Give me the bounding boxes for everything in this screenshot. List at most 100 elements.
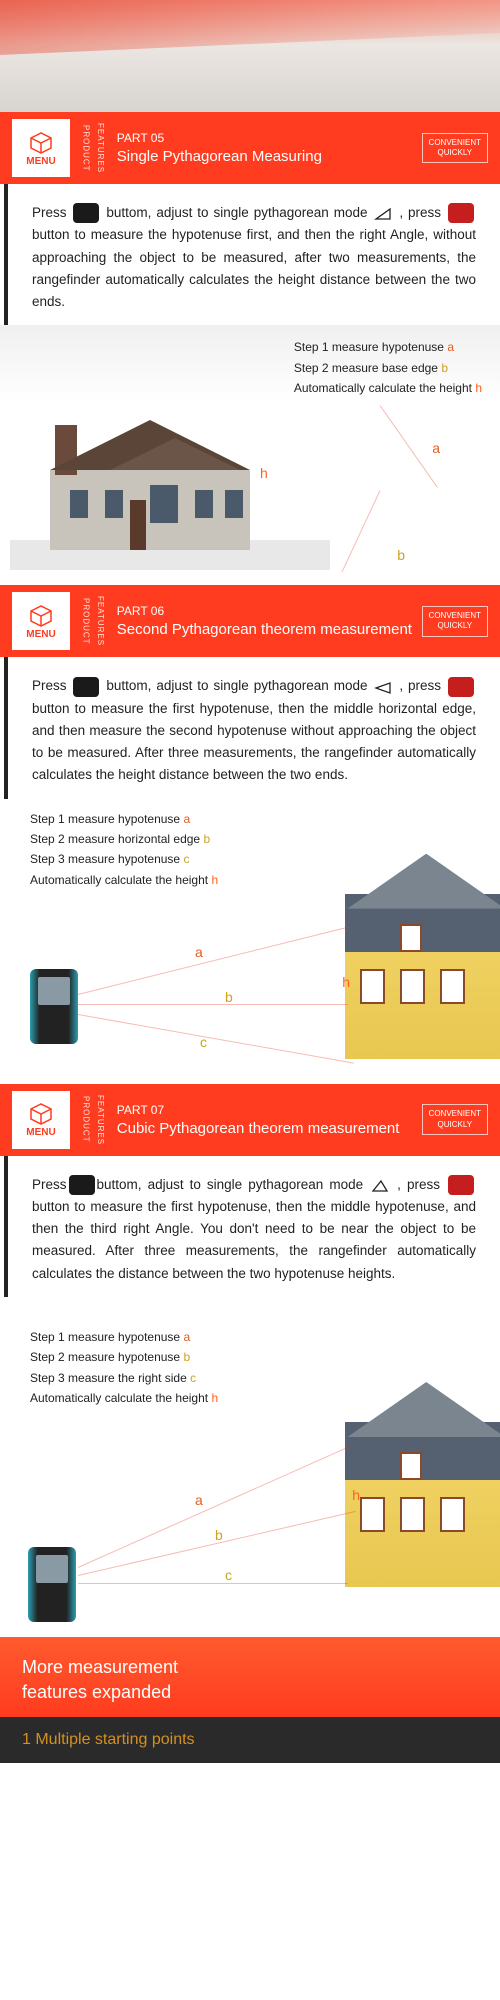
laser-b (78, 1511, 356, 1576)
header-titles: PART 06 Second Pythagorean theorem measu… (109, 604, 422, 638)
window (360, 1497, 385, 1532)
menu-box: MENU (12, 592, 70, 650)
cube-icon (27, 130, 55, 154)
triangle-icon (371, 1178, 389, 1192)
rangefinder-device (28, 1547, 76, 1622)
cube-icon (27, 1101, 55, 1125)
device-screen (36, 1555, 68, 1583)
section-header: MENU PRODUCT FEATURES PART 05 Single Pyt… (0, 112, 500, 184)
steps-list: Step 1 measure hypotenuse aStep 2 measur… (30, 809, 218, 891)
step-letter: c (190, 1371, 196, 1385)
step-letter: b (183, 1350, 190, 1364)
label-b: b (397, 547, 405, 563)
step-letter: a (183, 1330, 190, 1344)
laser-b (78, 1004, 348, 1005)
part-label: PART 05 (117, 131, 422, 145)
step-letter: a (447, 340, 454, 354)
convenient-badge: CONVENIENTQUICKLY (422, 1104, 488, 1135)
label-a: a (195, 1492, 203, 1508)
section-title: Cubic Pythagorean theorem measurement (117, 1120, 422, 1137)
label-h: h (260, 465, 268, 481)
menu-label: MENU (26, 629, 55, 640)
step-letter: a (183, 812, 190, 826)
window (400, 1452, 422, 1480)
step-item: Step 1 measure hypotenuse a (30, 1327, 218, 1347)
vertical-label-1: PRODUCT (80, 598, 90, 645)
instruction-text: Pressbuttom, adjust to single pythagorea… (4, 1156, 496, 1297)
step-item: Automatically calculate the height h (30, 1388, 218, 1408)
vertical-label-1: PRODUCT (80, 125, 90, 172)
step-item: Step 3 measure hypotenuse c (30, 849, 218, 869)
label-c: c (225, 1567, 232, 1583)
section-title: Single Pythagorean Measuring (117, 148, 422, 165)
footer-banner: More measurement features expanded (0, 1637, 500, 1717)
illustration-3: Step 1 measure hypotenuse aStep 2 measur… (0, 1297, 500, 1637)
window (440, 1497, 465, 1532)
window (400, 969, 425, 1004)
instruction-text: Press buttom, adjust to single pythagore… (4, 657, 496, 798)
step-item: Step 2 measure base edge b (294, 358, 482, 378)
laser-a (380, 406, 438, 488)
step-item: Step 1 measure hypotenuse a (30, 809, 218, 829)
step-letter: h (211, 873, 218, 887)
menu-box: MENU (12, 1091, 70, 1149)
roof (330, 854, 500, 909)
triangle-icon (374, 206, 392, 220)
label-c: c (200, 1034, 207, 1050)
mode-button-icon (73, 203, 99, 223)
header-titles: PART 07 Cubic Pythagorean theorem measur… (109, 1103, 422, 1137)
device-screen (38, 977, 70, 1005)
menu-box: MENU (12, 119, 70, 177)
part-label: PART 07 (117, 1103, 422, 1117)
vertical-label-1: PRODUCT (80, 1096, 90, 1143)
measure-button-icon (448, 1175, 474, 1195)
steps-list: Step 1 measure hypotenuse aStep 2 measur… (294, 337, 482, 398)
window (400, 1497, 425, 1532)
section-header: MENU PRODUCT FEATURES PART 06 Second Pyt… (0, 585, 500, 657)
vertical-label-2: FEATURES (94, 596, 104, 646)
footer-line1: More measurement (22, 1655, 478, 1680)
label-b: b (215, 1527, 223, 1543)
hero-image (0, 0, 500, 112)
label-b: b (225, 989, 233, 1005)
header-titles: PART 05 Single Pythagorean Measuring (109, 131, 422, 165)
steps-list: Step 1 measure hypotenuse aStep 2 measur… (30, 1327, 218, 1409)
laser-a (78, 1445, 352, 1568)
roof (330, 1382, 500, 1437)
laser-c (78, 1583, 348, 1584)
triangle-icon (374, 680, 392, 694)
illustration-1: Step 1 measure hypotenuse aStep 2 measur… (0, 325, 500, 585)
illustration-2: Step 1 measure hypotenuse aStep 2 measur… (0, 799, 500, 1084)
step-letter: c (183, 852, 189, 866)
window (440, 969, 465, 1004)
section-title: Second Pythagorean theorem measurement (117, 621, 422, 638)
measure-button-icon (448, 203, 474, 223)
house-yellow (345, 1422, 500, 1587)
part-label: PART 06 (117, 604, 422, 618)
convenient-badge: CONVENIENTQUICKLY (422, 606, 488, 637)
label-a: a (432, 440, 440, 456)
vertical-label-2: FEATURES (94, 1095, 104, 1145)
house-render (10, 390, 330, 570)
hero-laser-overlay (0, 0, 500, 55)
cube-icon (27, 603, 55, 627)
mode-button-icon (69, 1175, 95, 1195)
step-letter: b (441, 361, 448, 375)
measure-button-icon (448, 677, 474, 697)
section-header: MENU PRODUCT FEATURES PART 07 Cubic Pyth… (0, 1084, 500, 1156)
vertical-label-2: FEATURES (94, 123, 104, 173)
footer-sub: 1 Multiple starting points (0, 1717, 500, 1763)
menu-label: MENU (26, 1127, 55, 1138)
step-item: Step 1 measure hypotenuse a (294, 337, 482, 357)
footer-line2: features expanded (22, 1680, 478, 1705)
menu-label: MENU (26, 156, 55, 167)
instruction-text: Press buttom, adjust to single pythagore… (4, 184, 496, 325)
laser-c (78, 1014, 354, 1064)
step-letter: h (475, 381, 482, 395)
window (400, 924, 422, 952)
rangefinder-device (30, 969, 78, 1044)
step-item: Step 2 measure hypotenuse b (30, 1347, 218, 1367)
laser-a (78, 926, 350, 995)
house-yellow (345, 894, 500, 1059)
footer-sub-text: 1 Multiple starting points (22, 1731, 195, 1748)
